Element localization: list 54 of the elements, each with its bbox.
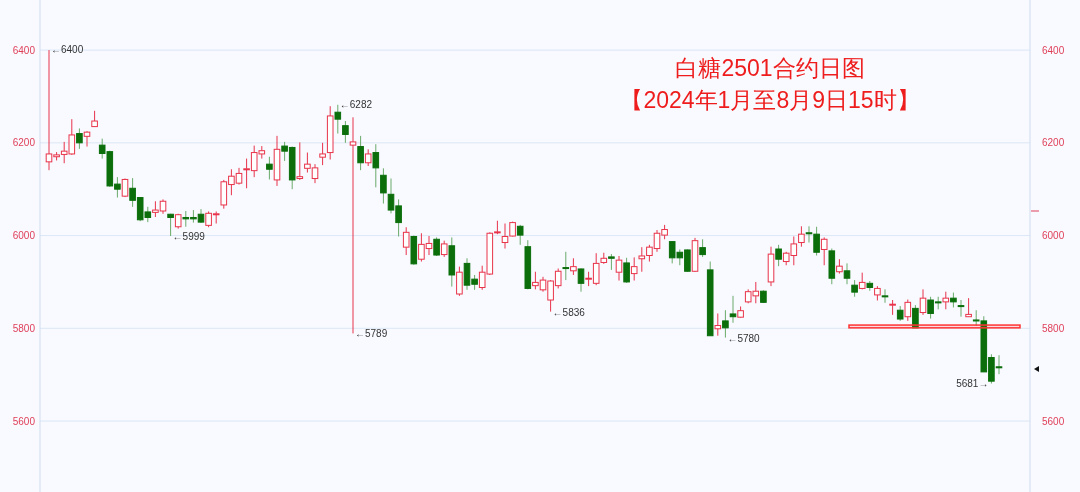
candlestick bbox=[456, 266, 463, 297]
candlestick bbox=[881, 288, 889, 304]
candlestick bbox=[630, 256, 638, 282]
candlestick bbox=[722, 309, 729, 339]
candlestick bbox=[775, 244, 782, 267]
candlestick bbox=[957, 299, 965, 318]
candlestick bbox=[296, 141, 304, 181]
y-tick-label: 5800 bbox=[12, 322, 36, 334]
y-tick-label: 6200 bbox=[12, 137, 36, 149]
annotation: ←6282 bbox=[339, 98, 373, 110]
candlestick bbox=[372, 143, 380, 188]
candlestick bbox=[83, 130, 91, 148]
candlestick bbox=[912, 304, 919, 329]
y2-tick-label: 5600 bbox=[1042, 415, 1065, 427]
text: 白糖2501合约日图 bbox=[675, 55, 865, 81]
candlestick bbox=[965, 297, 972, 318]
candlestick bbox=[798, 225, 805, 248]
candlestick bbox=[805, 225, 813, 244]
y2-tick-label: 6200 bbox=[1042, 137, 1065, 149]
y-tick-label: 6000 bbox=[12, 230, 36, 242]
candlestick bbox=[380, 167, 387, 205]
annotation: ←5999 bbox=[172, 231, 206, 243]
candlestick bbox=[919, 288, 927, 316]
annotation: ←5789 bbox=[355, 328, 388, 340]
candlestick bbox=[266, 156, 273, 180]
candlestick bbox=[402, 226, 410, 256]
candlestick bbox=[577, 267, 585, 293]
candlestick bbox=[76, 127, 83, 150]
candlestick bbox=[813, 226, 820, 257]
candlestick bbox=[334, 104, 342, 135]
candlestick bbox=[342, 120, 349, 144]
candlestick bbox=[615, 255, 623, 282]
candlestick bbox=[843, 262, 851, 285]
text: 【2024年1月至8月9日15时】 bbox=[620, 87, 920, 113]
candlestick bbox=[433, 236, 440, 257]
annotation: ←6400 bbox=[51, 44, 84, 56]
candlestick bbox=[623, 257, 630, 284]
annotation: 5681→ bbox=[956, 378, 989, 390]
candlestick bbox=[820, 236, 828, 266]
candlestick bbox=[904, 299, 912, 322]
annotation: ←5780 bbox=[727, 332, 761, 344]
annotation: ←5836 bbox=[552, 306, 586, 318]
candlestick bbox=[319, 142, 326, 166]
y-tick-label: 6400 bbox=[12, 44, 36, 56]
candlestick bbox=[729, 295, 737, 324]
candlestick bbox=[714, 312, 722, 337]
y-tick-label: 5600 bbox=[12, 415, 36, 427]
candlestick bbox=[349, 116, 357, 334]
y2-tick-label: 6000 bbox=[1042, 230, 1065, 242]
y2-tick-label: 6400 bbox=[1042, 44, 1065, 56]
candlestick bbox=[562, 251, 570, 281]
y2-tick-label: 5800 bbox=[1042, 322, 1065, 334]
candlestick bbox=[357, 135, 364, 171]
candlestick bbox=[516, 224, 524, 246]
